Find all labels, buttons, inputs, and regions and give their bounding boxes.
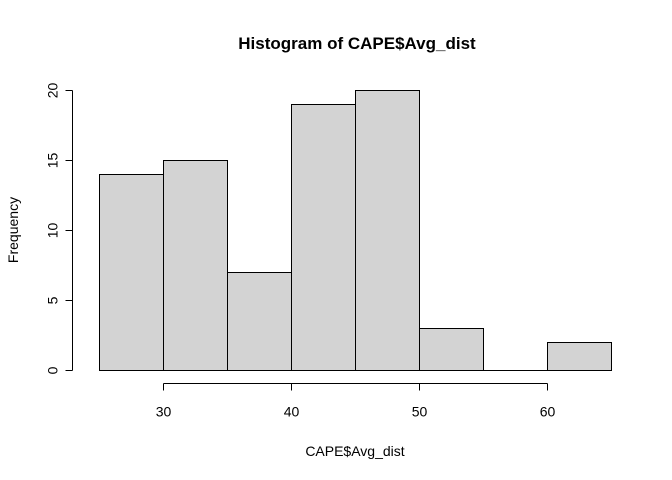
y-axis: 0 5 10 15 20 (45, 83, 73, 374)
y-tick-label: 20 (45, 83, 61, 99)
histogram-bar-0 (99, 174, 164, 371)
histogram-bar-5 (419, 328, 484, 371)
y-axis-label: Frequency (5, 197, 21, 263)
histogram-bar-7 (547, 342, 612, 371)
histogram-bar-1 (163, 160, 228, 371)
x-tick-label: 50 (412, 404, 428, 420)
x-axis-label: CAPE$Avg_dist (305, 443, 404, 459)
bars-layer (99, 90, 612, 371)
x-axis: 30 40 50 60 (156, 383, 556, 420)
x-tick-label: 40 (284, 404, 300, 420)
x-tick-label: 30 (156, 404, 172, 420)
histogram-bar-3 (291, 104, 356, 371)
y-tick-label: 0 (45, 366, 61, 374)
y-tick-label: 5 (45, 296, 61, 304)
y-tick-label: 10 (45, 223, 61, 239)
chart-title: Histogram of CAPE$Avg_dist (238, 34, 476, 53)
histogram-bar-2 (227, 272, 292, 371)
x-tick-label: 60 (540, 404, 556, 420)
y-tick-label: 15 (45, 153, 61, 169)
histogram-bar-4 (355, 90, 420, 371)
